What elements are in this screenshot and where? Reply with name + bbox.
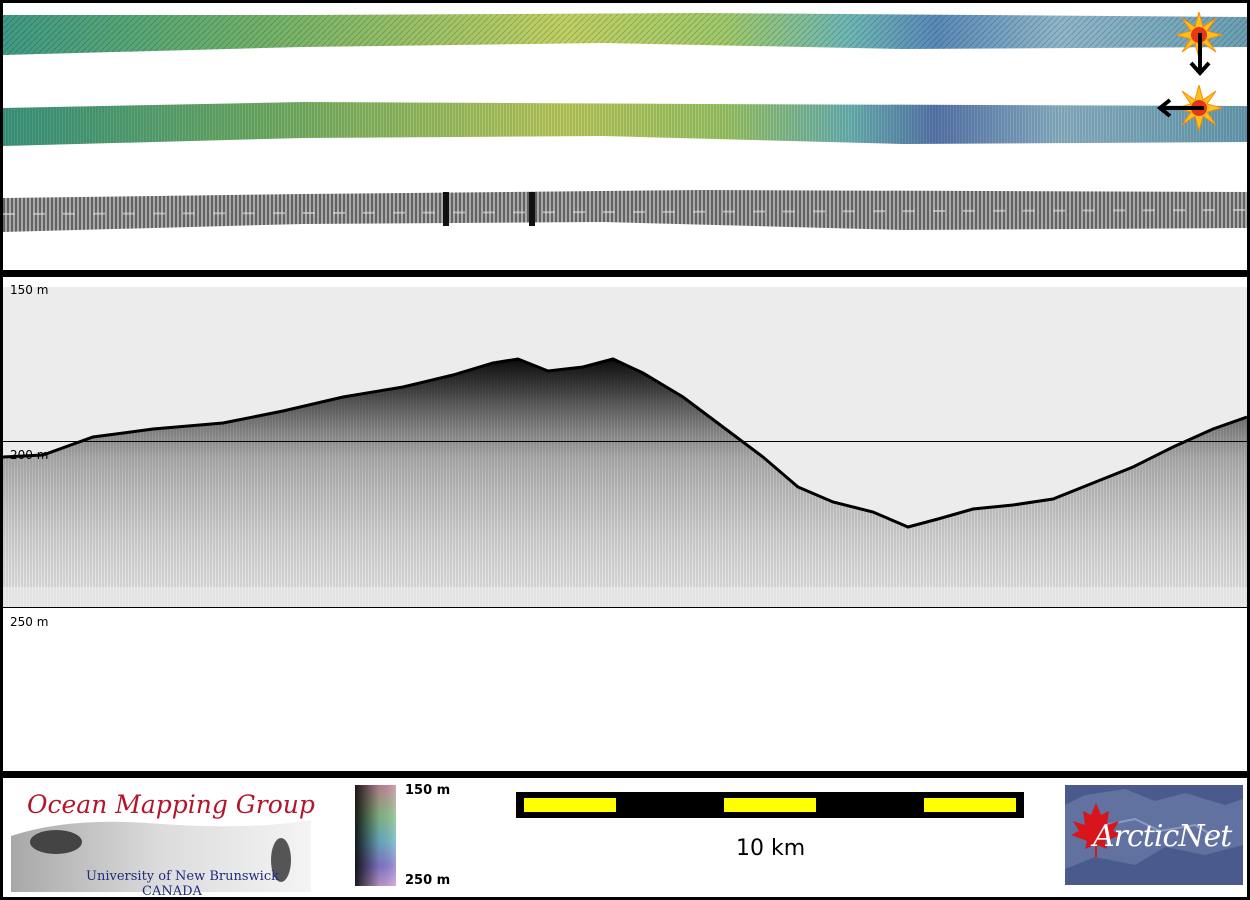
swath-panel — [3, 3, 1247, 270]
bathymetry-strip-sunshaded-ns — [3, 13, 1247, 55]
depth-label-bottom: 250 m — [10, 615, 49, 629]
omg-subtitle-university: University of New Brunswick — [86, 869, 279, 884]
omg-logo: Ocean Mapping Group University of New Br… — [11, 784, 315, 899]
scale-bar-label: 10 km — [736, 836, 806, 861]
colorbar-bottom-label: 250 m — [405, 873, 451, 888]
maple-leaf-icon — [1071, 803, 1121, 857]
footer-panel: Ocean Mapping Group University of New Br… — [3, 778, 1247, 899]
echogram — [3, 287, 1247, 607]
scale-bar — [516, 792, 1024, 818]
omg-title: Ocean Mapping Group — [27, 790, 315, 819]
arcticnet-logo-text: ArcticNet — [1093, 819, 1232, 854]
depth-line-200 — [3, 441, 1247, 442]
colorbar-top-label: 150 m — [405, 783, 451, 798]
echogram-panel: 150 m 200 m 250 m — [3, 277, 1247, 771]
seafloor-image — [11, 820, 311, 892]
arcticnet-logo: ArcticNet — [1065, 785, 1243, 885]
arrow-left-icon — [1156, 98, 1204, 118]
arrow-down-icon — [1189, 33, 1211, 76]
arctic-map-background — [1065, 789, 1243, 869]
depth-label-mid: 200 m — [10, 448, 49, 462]
depth-colorbar — [355, 785, 396, 886]
depth-label-top: 150 m — [10, 283, 49, 297]
depth-line-250 — [3, 607, 1247, 608]
omg-subtitle-country: CANADA — [142, 884, 202, 899]
backscatter-strip — [3, 190, 1247, 232]
bathymetry-strip-sunshaded-ew — [3, 102, 1247, 146]
